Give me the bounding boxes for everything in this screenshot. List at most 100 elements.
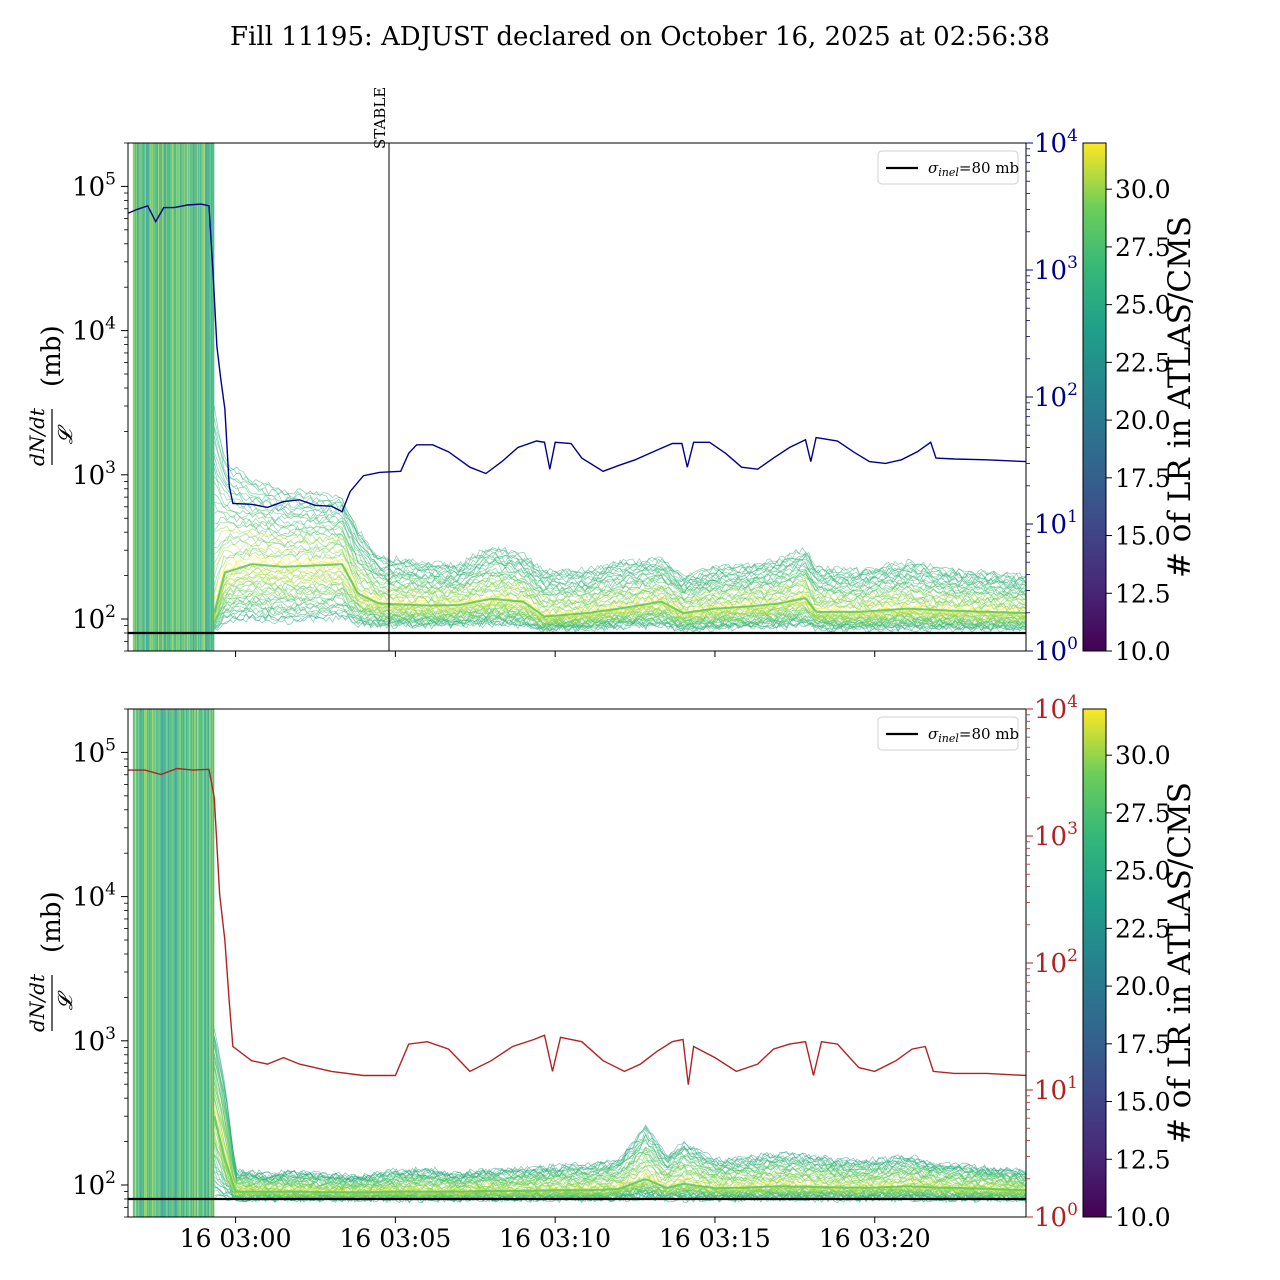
colorbar-tick-label: 27.5: [1115, 799, 1171, 828]
figure-title: Fill 11195: ADJUST declared on October 1…: [230, 22, 1050, 52]
colorbar-tick-label: 22.5: [1115, 914, 1171, 943]
y2-tick-label: 104: [1034, 692, 1078, 725]
band-trace: [213, 406, 1026, 580]
plot-area: [128, 709, 1026, 1217]
colorbar-tick-label: 12.5: [1115, 579, 1171, 608]
y2-tick-label: 101: [1034, 507, 1078, 540]
colorbar-tick-label: 25.0: [1115, 857, 1171, 886]
colorbar-tick-label: 25.0: [1115, 291, 1171, 320]
secondary-series-line: [128, 203, 1026, 513]
band-trace: [213, 556, 1026, 617]
y2-tick-label: 104: [1034, 126, 1078, 159]
band-trace: [213, 1077, 1026, 1189]
band-trace: [213, 429, 1026, 584]
band-trace: [214, 611, 1026, 633]
legend-box: [877, 716, 1019, 751]
y2-tick-label: 103: [1034, 819, 1078, 852]
y2-tick-label: 102: [1034, 380, 1078, 413]
band-trace: [213, 1028, 1026, 1181]
legend: σinel=80 mb: [877, 150, 1019, 185]
colorbar-tick-label: 12.5: [1115, 1145, 1171, 1174]
colorbar-label: # of LR in ATLAS/CMS: [1162, 216, 1198, 578]
x-tick-label: 16 03:20: [819, 1224, 931, 1253]
x-tick-label: 16 03:05: [339, 1224, 451, 1253]
y-tick-label: 104: [72, 314, 116, 347]
colorbar-tick-label: 22.5: [1115, 348, 1171, 377]
secondary-series-line: [128, 767, 1026, 1085]
colorbar-tick-label: 20.0: [1115, 972, 1171, 1001]
legend-box: [877, 150, 1019, 185]
band-trace: [213, 1043, 1026, 1183]
plot-area: [128, 143, 1026, 651]
legend-label: σinel=80 mb: [928, 725, 1019, 745]
colorbar-tick-label: 10.0: [1115, 637, 1171, 666]
colorbar-gradient: [1082, 142, 1107, 652]
lr-band: [213, 1028, 1026, 1204]
y-label-numerator: dN/dt: [25, 973, 49, 1032]
colorbar-tick-label: 17.5: [1115, 464, 1171, 493]
bottom-panel: 102 103 104 105 100 101 102 103 104 16 03:00 16 03…: [25, 692, 1078, 1253]
y-axis-label: dN/dt 𝓛 (mb): [25, 891, 77, 1032]
y2-tick-label: 103: [1034, 253, 1078, 286]
colorbar-tick-label: 15.0: [1115, 522, 1171, 551]
legend: σinel=80 mb: [877, 716, 1019, 751]
x-tick-label: 16 03:00: [180, 1224, 292, 1253]
band-core-line: [213, 563, 1026, 618]
band-trace: [213, 476, 1026, 593]
colorbar-tick-label: 30.0: [1115, 741, 1171, 770]
colorbar-tick-label: 30.0: [1115, 175, 1171, 204]
y-tick-label: 105: [72, 169, 116, 202]
band-trace: [213, 581, 1026, 626]
band-trace: [213, 452, 1026, 587]
x-tick-label: 16 03:15: [659, 1224, 771, 1253]
band-trace: [213, 1112, 1026, 1197]
axes-frame: [127, 708, 1027, 1218]
top-colorbar: 10.0 12.5 15.0 17.5 20.0 22.5 25.0 27.5 30.0 # of…: [1082, 142, 1198, 666]
bottom-colorbar: 10.0 12.5 15.0 17.5 20.0 22.5 25.0 27.5 30.0 # of…: [1082, 708, 1198, 1232]
legend-label: σinel=80 mb: [928, 159, 1019, 179]
stable-label: STABLE: [371, 87, 389, 149]
band-trace: [213, 592, 1026, 628]
pre-adjust-spikes: [132, 143, 215, 651]
y-tick-label: 102: [72, 1168, 116, 1201]
band-trace: [213, 481, 1026, 594]
colorbar-gradient: [1082, 708, 1107, 1218]
y-tick-label: 103: [72, 458, 116, 491]
band-trace: [213, 1074, 1026, 1188]
y-label-numerator: dN/dt: [25, 407, 49, 466]
y2-tick-label: 100: [1034, 634, 1078, 667]
lr-band: [213, 406, 1026, 634]
band-trace: [213, 522, 1026, 602]
y-tick-label: 102: [72, 602, 116, 635]
band-trace: [213, 435, 1026, 585]
band-trace: [213, 426, 1026, 582]
colorbar-tick-label: 15.0: [1115, 1088, 1171, 1117]
band-trace: [213, 1060, 1026, 1186]
y-tick-label: 104: [72, 880, 116, 913]
x-tick-label: 16 03:10: [499, 1224, 611, 1253]
y2-tick-label: 100: [1034, 1200, 1078, 1233]
y-label-unit: (mb): [37, 891, 67, 953]
band-trace: [213, 1092, 1026, 1191]
band-trace: [213, 575, 1026, 623]
band-trace: [213, 1062, 1026, 1187]
band-core-line: [213, 1115, 1026, 1194]
y-label-denominator: 𝓛: [53, 424, 77, 444]
pre-adjust-spikes: [132, 709, 215, 1217]
y2-tick-label: 102: [1034, 946, 1078, 979]
colorbar-tick-label: 20.0: [1115, 406, 1171, 435]
y2-tick-label: 101: [1034, 1073, 1078, 1106]
band-trace: [213, 1036, 1026, 1181]
band-trace: [214, 536, 1026, 607]
y-label-denominator: 𝓛: [53, 990, 77, 1010]
y-tick-label: 105: [72, 735, 116, 768]
band-trace: [213, 598, 1026, 630]
y-axis-label: dN/dt 𝓛 (mb): [25, 325, 77, 466]
band-trace: [214, 501, 1026, 596]
colorbar-label: # of LR in ATLAS/CMS: [1162, 782, 1198, 1144]
band-trace: [213, 551, 1026, 615]
colorbar-tick-label: 27.5: [1115, 233, 1171, 262]
band-trace: [213, 463, 1026, 590]
top-panel: STABLE 102 103 104 105 100 101 102 103 104 dN/dt 𝓛 (…: [25, 87, 1078, 667]
